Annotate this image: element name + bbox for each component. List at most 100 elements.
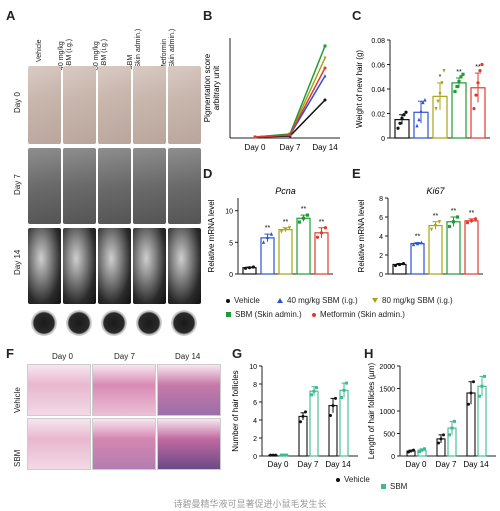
data-point bbox=[315, 386, 318, 390]
x-tick-label: Day 14 bbox=[463, 460, 489, 469]
data-point bbox=[287, 226, 292, 230]
legend-item-sbm40: 40 mg/kg SBM (i.g.) bbox=[277, 296, 358, 305]
mouse-photo bbox=[28, 66, 61, 144]
row-label-day7: Day 7 bbox=[13, 174, 22, 195]
data-point bbox=[409, 449, 413, 453]
data-point bbox=[342, 388, 346, 392]
data-point bbox=[448, 433, 451, 437]
data-point bbox=[304, 410, 307, 414]
mouse-photo bbox=[63, 228, 96, 304]
data-point bbox=[472, 107, 476, 111]
bar bbox=[428, 224, 443, 275]
data-point bbox=[265, 235, 270, 239]
bar bbox=[410, 242, 425, 275]
panel-label-d: D bbox=[203, 166, 213, 181]
data-point bbox=[473, 217, 478, 221]
row-label-day0: Day 0 bbox=[13, 92, 22, 113]
data-point bbox=[310, 393, 313, 397]
x-tick-label: Day 0 bbox=[268, 460, 289, 469]
data-point bbox=[419, 108, 423, 113]
hair-dish-photo bbox=[66, 310, 92, 336]
data-point bbox=[243, 266, 248, 270]
data-point bbox=[455, 84, 459, 89]
histo-col-day7: Day 7 bbox=[114, 352, 135, 361]
data-point bbox=[433, 223, 438, 228]
mouse-photo bbox=[168, 66, 201, 144]
data-point bbox=[459, 75, 463, 79]
histo-row-sbm: SBM bbox=[13, 449, 22, 467]
y-tick-label: 1500 bbox=[379, 387, 395, 394]
col-label-metformin: Metformin (Skin admin.) bbox=[161, 28, 176, 70]
data-point bbox=[423, 447, 426, 451]
data-point bbox=[438, 92, 442, 96]
data-point bbox=[419, 240, 424, 245]
data-point bbox=[329, 414, 332, 417]
data-point bbox=[253, 135, 257, 139]
legend-item-metformin: Metformin (Skin admin.) bbox=[312, 310, 405, 319]
mouse-photo bbox=[98, 66, 131, 144]
data-point bbox=[407, 450, 410, 454]
data-point bbox=[331, 404, 335, 408]
data-point bbox=[402, 113, 406, 117]
data-point bbox=[396, 126, 400, 130]
data-point bbox=[437, 220, 442, 224]
mouse-photo bbox=[63, 148, 96, 224]
data-point bbox=[340, 396, 343, 399]
circle-marker-icon bbox=[312, 312, 316, 317]
series-line bbox=[254, 57, 326, 138]
data-point bbox=[323, 66, 327, 70]
data-point bbox=[301, 414, 305, 418]
data-point bbox=[453, 419, 456, 423]
histology-image bbox=[157, 418, 221, 470]
series-line bbox=[254, 45, 326, 138]
legend-item-sbm-skin: SBM (Skin admin.) bbox=[226, 310, 302, 319]
series-line bbox=[254, 75, 326, 138]
panel-label-h: H bbox=[364, 346, 374, 361]
y-axis-label: Weight of new hair (g) bbox=[355, 50, 364, 128]
y-axis-label: Pigmentation score bbox=[203, 53, 212, 122]
y-tick-label: 6 bbox=[379, 215, 383, 222]
y-tick-label: 0.08 bbox=[371, 38, 385, 45]
mouse-photo bbox=[28, 228, 61, 304]
y-tick-label: 10 bbox=[249, 364, 257, 371]
data-point bbox=[442, 433, 445, 437]
x-tick-label: Day 14 bbox=[325, 460, 351, 469]
mouse-photo bbox=[168, 228, 201, 304]
data-point bbox=[457, 80, 461, 84]
legend-item-gh-vehicle: Vehicle bbox=[336, 475, 370, 484]
data-point bbox=[323, 98, 327, 102]
significance-label: ** bbox=[456, 69, 462, 76]
data-point bbox=[271, 453, 275, 457]
y-tick-label: 0 bbox=[379, 272, 383, 279]
significance-label: ** bbox=[415, 234, 421, 241]
x-tick-label: Day 0 bbox=[245, 143, 266, 152]
histology-image bbox=[27, 364, 91, 416]
significance-label: ** bbox=[433, 213, 439, 220]
mouse-photo bbox=[98, 228, 131, 304]
significance-label: ** bbox=[283, 219, 289, 226]
x-tick-label: Day 7 bbox=[298, 460, 319, 469]
significance-label: * bbox=[439, 74, 442, 81]
data-point bbox=[301, 216, 306, 220]
histology-image bbox=[92, 418, 156, 470]
data-point bbox=[467, 402, 470, 406]
histology-image bbox=[157, 364, 221, 416]
data-point bbox=[269, 453, 272, 457]
y-tick-label: 4 bbox=[253, 418, 257, 425]
y-tick-label: 2000 bbox=[379, 364, 395, 371]
ki67-bar-chart: Relative mRNA level 0 2 4 6 8 Ki67 ** ** ** ** bbox=[357, 186, 483, 279]
y-tick-label: 5 bbox=[229, 240, 233, 247]
y-axis-label: arbitrary unit bbox=[212, 65, 221, 110]
data-point bbox=[417, 117, 421, 122]
square-marker-icon bbox=[381, 484, 386, 490]
data-point bbox=[439, 437, 443, 441]
data-point bbox=[305, 213, 310, 217]
data-point bbox=[411, 242, 416, 247]
y-axis-label: Relative mRNA level bbox=[207, 199, 216, 272]
data-point bbox=[415, 241, 420, 246]
y-tick-label: 10 bbox=[225, 209, 233, 216]
data-point bbox=[418, 450, 421, 453]
data-point bbox=[288, 133, 292, 137]
data-point bbox=[323, 74, 327, 78]
figure-caption: 诗碧曼精华液可显著促进小鼠毛发生长 bbox=[173, 500, 327, 510]
